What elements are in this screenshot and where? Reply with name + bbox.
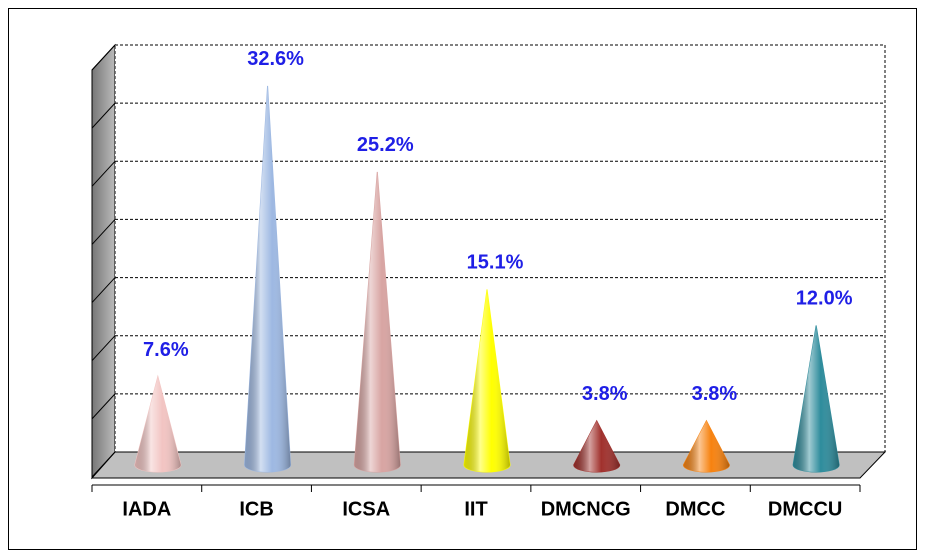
x-tick-label: ICSA xyxy=(342,498,390,520)
x-tick-label: ICB xyxy=(239,498,273,520)
value-label: 32.6% xyxy=(247,48,304,70)
cone-shade xyxy=(793,325,840,472)
value-label: 15.1% xyxy=(467,252,524,274)
value-label: 12.0% xyxy=(796,288,853,310)
side-grid-line xyxy=(91,277,116,303)
cone-shade xyxy=(464,289,510,472)
value-label: 3.8% xyxy=(582,383,628,405)
x-tick-label: DMCNCG xyxy=(541,498,631,520)
x-tick-label: DMCC xyxy=(665,498,725,520)
x-tick-label: DMCCU xyxy=(768,498,842,520)
side-grid-line xyxy=(91,219,116,245)
side-wall xyxy=(91,43,116,480)
side-grid-line xyxy=(91,393,116,420)
value-label: 25.2% xyxy=(357,134,414,156)
cone-shade xyxy=(683,420,730,472)
cone-shade xyxy=(244,85,291,472)
side-grid-line xyxy=(91,160,116,187)
back-wall xyxy=(114,44,886,453)
value-label: 7.6% xyxy=(143,339,189,361)
cone-shade xyxy=(354,171,401,472)
x-tick-label: IIT xyxy=(464,498,487,520)
side-grid-line xyxy=(91,451,116,478)
cone-shade xyxy=(134,376,181,472)
side-grid-line xyxy=(91,102,116,129)
side-grid-line xyxy=(91,335,116,362)
x-tick-label: IADA xyxy=(122,498,171,520)
cone-shade xyxy=(573,420,620,472)
side-grid-line xyxy=(91,44,116,71)
value-label: 3.8% xyxy=(692,383,738,405)
